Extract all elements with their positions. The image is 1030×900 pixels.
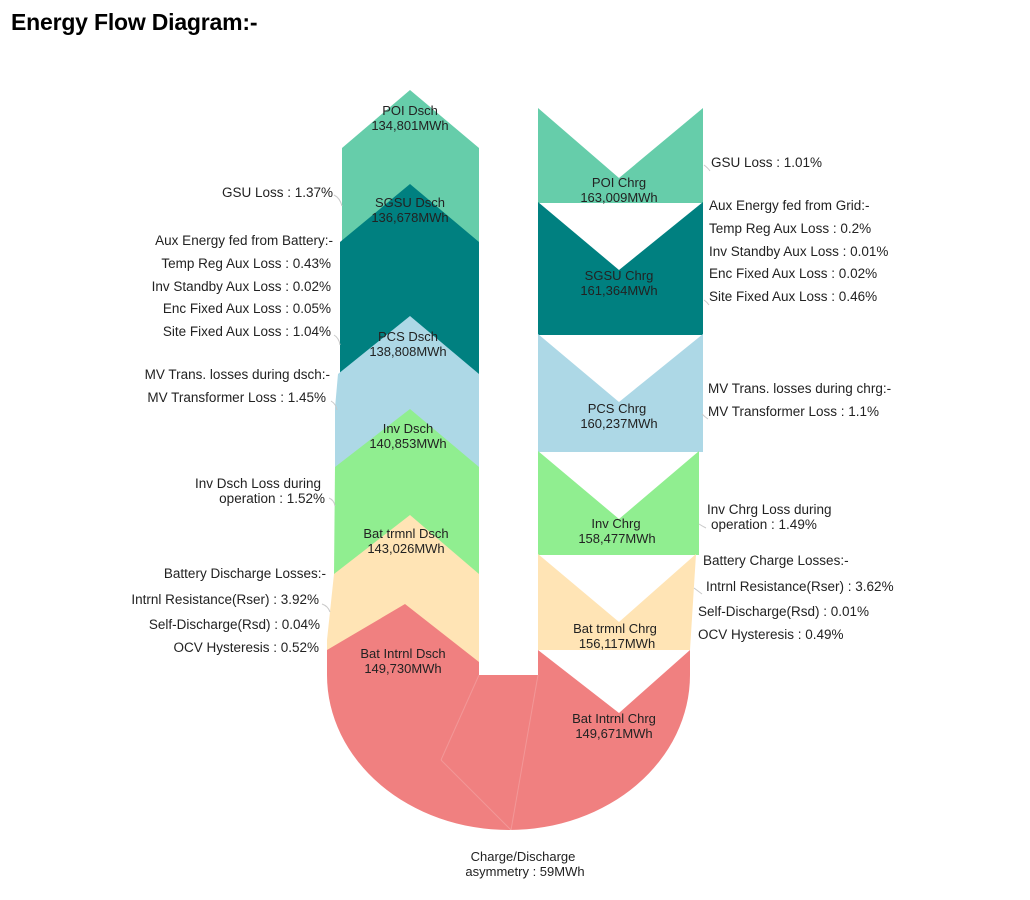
chrg-aux-header: Aux Energy fed from Grid:- <box>709 198 870 213</box>
sgsu-chrg-value: 161,364MWh <box>580 283 657 298</box>
leader-line <box>330 400 338 411</box>
dsch-aux-header: Aux Energy fed from Battery:- <box>155 233 333 248</box>
pcs-dsch-value: 138,808MWh <box>369 344 446 359</box>
leader-line <box>701 413 709 420</box>
chrg-site-fixed-loss: Site Fixed Aux Loss : 0.46% <box>709 289 877 304</box>
chrg-inv-loss-line2: operation : 1.49% <box>711 517 817 532</box>
chrg-inv-standby-loss: Inv Standby Aux Loss : 0.01% <box>709 244 888 259</box>
leader-line <box>333 194 343 207</box>
leader-line <box>328 497 336 507</box>
dsch-battery-header: Battery Discharge Losses:- <box>164 566 326 581</box>
chrg-self-discharge: Self-Discharge(Rsd) : 0.01% <box>698 604 869 619</box>
pcs-chrg-name: PCS Chrg <box>588 401 647 416</box>
leader-line <box>703 299 710 306</box>
dsch-enc-fixed-loss: Enc Fixed Aux Loss : 0.05% <box>163 301 331 316</box>
dsch-intrnl-resistance: Intrnl Resistance(Rser) : 3.92% <box>131 592 319 607</box>
inv-chrg-name: Inv Chrg <box>591 516 640 531</box>
inv-dsch-block <box>334 409 479 575</box>
pcs-chrg-value: 160,237MWh <box>580 416 657 431</box>
chrg-temp-reg-loss: Temp Reg Aux Loss : 0.2% <box>709 221 871 236</box>
chrg-intrnl-resistance: Intrnl Resistance(Rser) : 3.62% <box>706 579 894 594</box>
pcs-dsch-block <box>335 316 479 468</box>
sgsu-dsch-block <box>340 184 479 375</box>
chrg-battery-header: Battery Charge Losses:- <box>703 553 849 568</box>
discharge-column <box>327 90 479 672</box>
pcs-dsch-name: PCS Dsch <box>378 329 438 344</box>
poi-dsch-value: 134,801MWh <box>371 118 448 133</box>
dsch-inv-loss-line1: Inv Dsch Loss during <box>195 476 321 491</box>
leader-line <box>703 164 711 172</box>
dsch-inv-loss-line2: operation : 1.52% <box>219 491 325 506</box>
chrg-gsu-loss: GSU Loss : 1.01% <box>711 155 822 170</box>
charge-annotations: GSU Loss : 1.01% Aux Energy fed from Gri… <box>698 155 894 642</box>
chrg-enc-fixed-loss: Enc Fixed Aux Loss : 0.02% <box>709 266 877 281</box>
u-seam-line <box>510 674 539 831</box>
bat-intrnl-chrg-value: 149,671MWh <box>575 726 652 741</box>
u-seam-line <box>440 759 512 831</box>
u-seam-line <box>440 674 480 761</box>
sgsu-chrg-block <box>538 202 703 335</box>
dsch-site-fixed-loss: Site Fixed Aux Loss : 1.04% <box>163 324 331 339</box>
leader-line <box>321 603 331 613</box>
bat-intrnl-chrg-name: Bat Intrnl Chrg <box>572 711 656 726</box>
sgsu-chrg-name: SGSU Chrg <box>585 268 654 283</box>
pcs-chrg-block <box>538 334 703 452</box>
sgsu-dsch-name: SGSU Dsch <box>375 195 445 210</box>
dsch-ocv-hysteresis: OCV Hysteresis : 0.52% <box>173 640 319 655</box>
poi-chrg-name: POI Chrg <box>592 175 646 190</box>
bat-intrnl-dsch-value: 149,730MWh <box>364 661 441 676</box>
chrg-inv-loss-line1: Inv Chrg Loss during <box>707 502 832 517</box>
asymmetry-label: Charge/Discharge asymmetry : 59MWh <box>465 849 584 879</box>
page-title: Energy Flow Diagram:- <box>11 9 258 35</box>
dsch-mv-loss: MV Transformer Loss : 1.45% <box>147 390 326 405</box>
chrg-mv-header: MV Trans. losses during chrg:- <box>708 381 891 396</box>
discharge-annotations: GSU Loss : 1.37% Aux Energy fed from Bat… <box>131 185 333 655</box>
dsch-inv-standby-loss: Inv Standby Aux Loss : 0.02% <box>152 279 331 294</box>
discharge-block-labels: POI Dsch 134,801MWh SGSU Dsch 136,678MWh… <box>360 103 448 676</box>
dsch-temp-reg-loss: Temp Reg Aux Loss : 0.43% <box>161 256 331 271</box>
charge-column <box>538 108 703 650</box>
sgsu-dsch-value: 136,678MWh <box>371 210 448 225</box>
poi-chrg-block <box>538 108 703 203</box>
asymmetry-line2: asymmetry : 59MWh <box>465 864 584 879</box>
dsch-gsu-loss: GSU Loss : 1.37% <box>222 185 333 200</box>
leader-line <box>698 523 707 529</box>
charge-block-labels: POI Chrg 163,009MWh SGSU Chrg 161,364MWh… <box>572 175 658 741</box>
dsch-mv-header: MV Trans. losses during dsch:- <box>145 367 330 382</box>
bat-trmnl-dsch-value: 143,026MWh <box>367 541 444 556</box>
poi-dsch-block <box>342 90 479 243</box>
chrg-mv-loss: MV Transformer Loss : 1.1% <box>708 404 879 419</box>
inv-chrg-value: 158,477MWh <box>578 531 655 546</box>
bat-intrnl-u-block <box>327 604 690 830</box>
annotation-leaders <box>321 164 711 613</box>
bat-trmnl-chrg-value: 156,117MWh <box>579 636 655 651</box>
inv-chrg-block <box>538 451 699 555</box>
bat-trmnl-dsch-name: Bat trmnl Dsch <box>363 526 448 541</box>
leader-line <box>693 587 703 595</box>
bat-trmnl-chrg-block <box>538 554 696 650</box>
inv-dsch-name: Inv Dsch <box>383 421 434 436</box>
chrg-ocv-hysteresis: OCV Hysteresis : 0.49% <box>698 627 844 642</box>
inv-dsch-value: 140,853MWh <box>369 436 446 451</box>
asymmetry-line1: Charge/Discharge <box>471 849 576 864</box>
poi-chrg-value: 163,009MWh <box>580 190 657 205</box>
poi-dsch-name: POI Dsch <box>382 103 438 118</box>
bat-intrnl-dsch-name: Bat Intrnl Dsch <box>360 646 445 661</box>
leader-line <box>333 334 341 346</box>
dsch-self-discharge: Self-Discharge(Rsd) : 0.04% <box>149 617 320 632</box>
bat-trmnl-chrg-name: Bat trmnl Chrg <box>573 621 657 636</box>
